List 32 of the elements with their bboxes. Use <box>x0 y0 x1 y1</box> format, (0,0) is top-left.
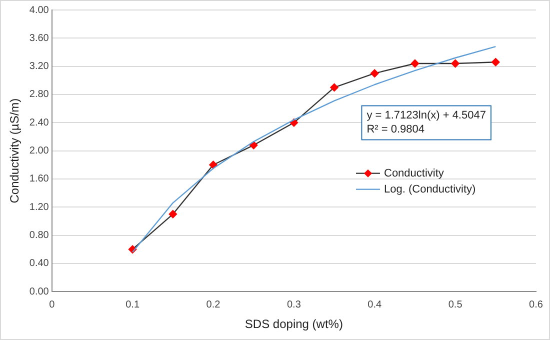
point <box>492 58 500 66</box>
point <box>168 210 177 218</box>
y-tick-label: 3.60 <box>29 32 50 44</box>
x-tick-label: 0 <box>49 299 56 310</box>
x-tick-label: 0.4 <box>368 299 382 310</box>
x-tick-label: 0.2 <box>206 299 221 310</box>
annotation: y = 1.7123ln(x) + 4.5047 <box>366 109 486 122</box>
y-tick-label: 1.20 <box>29 202 50 213</box>
y-tick-label: 2.80 <box>29 89 50 100</box>
x-tick-label: 0.5 <box>448 299 463 310</box>
x-tick-label: 0.1 <box>126 299 140 310</box>
y-tick-label: 0.80 <box>29 230 50 242</box>
y-tick-label: 2.40 <box>29 117 50 128</box>
y-tick-label: 3.20 <box>29 61 50 72</box>
point <box>209 160 218 169</box>
annotation: R² = 0.9804 <box>366 123 425 136</box>
y-tick-label: 0.40 <box>29 258 50 270</box>
point <box>249 141 258 150</box>
legend-label: Log. (Conductivity) <box>384 183 476 196</box>
y-tick-label: 0.00 <box>29 286 50 298</box>
x-tick-label: 0.3 <box>286 299 302 310</box>
point <box>370 69 379 78</box>
x-tick-label: 0.6 <box>529 299 544 310</box>
point <box>330 83 338 92</box>
y-tick-label: 4.00 <box>29 4 50 16</box>
y-axis-title: Conductivity (µS/m) <box>8 98 22 204</box>
point <box>410 59 420 68</box>
x-axis-title: SDS doping (wt%) <box>244 317 343 332</box>
y-tick-label: 1.60 <box>29 174 50 185</box>
point <box>451 59 460 68</box>
legend-label: Conductivity <box>384 167 444 180</box>
y-tick-label: 2.00 <box>29 146 50 157</box>
